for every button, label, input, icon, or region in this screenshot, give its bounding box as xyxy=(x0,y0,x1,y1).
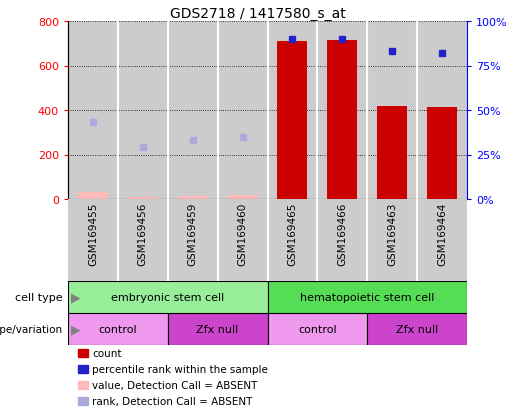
Text: GSM169460: GSM169460 xyxy=(237,202,248,265)
Text: control: control xyxy=(298,324,337,334)
Bar xyxy=(168,22,218,199)
Text: GSM169455: GSM169455 xyxy=(88,202,98,265)
Bar xyxy=(267,313,367,345)
Bar xyxy=(68,281,267,313)
Text: GSM169463: GSM169463 xyxy=(387,202,397,265)
Bar xyxy=(228,195,258,199)
Text: genotype/variation: genotype/variation xyxy=(0,324,63,334)
Bar xyxy=(68,313,168,345)
Bar xyxy=(417,199,467,281)
Bar xyxy=(317,22,367,199)
Bar xyxy=(68,199,118,281)
Bar xyxy=(168,313,267,345)
Bar xyxy=(218,199,267,281)
Text: control: control xyxy=(98,324,137,334)
Text: hematopoietic stem cell: hematopoietic stem cell xyxy=(300,292,435,302)
Bar xyxy=(367,313,467,345)
Text: GSM169464: GSM169464 xyxy=(437,202,447,265)
Bar xyxy=(267,281,467,313)
Text: embryonic stem cell: embryonic stem cell xyxy=(111,292,225,302)
Bar xyxy=(168,199,218,281)
Bar xyxy=(218,22,267,199)
Bar xyxy=(118,199,168,281)
Bar xyxy=(367,199,417,281)
Text: count: count xyxy=(92,348,122,358)
Bar xyxy=(427,107,457,199)
Bar xyxy=(267,199,317,281)
Text: GSM169459: GSM169459 xyxy=(187,202,198,265)
Bar xyxy=(267,22,317,199)
Bar xyxy=(417,22,467,199)
Bar xyxy=(367,22,417,199)
Bar xyxy=(178,196,208,199)
Text: Zfx null: Zfx null xyxy=(197,324,239,334)
Text: GSM169465: GSM169465 xyxy=(287,202,298,265)
Text: value, Detection Call = ABSENT: value, Detection Call = ABSENT xyxy=(92,380,258,390)
Bar xyxy=(317,199,367,281)
Bar xyxy=(68,22,118,199)
Text: GDS2718 / 1417580_s_at: GDS2718 / 1417580_s_at xyxy=(169,7,346,21)
Bar xyxy=(328,41,357,199)
Text: GSM169456: GSM169456 xyxy=(138,202,148,265)
Text: ▶: ▶ xyxy=(71,291,80,304)
Bar xyxy=(377,106,407,199)
Text: cell type: cell type xyxy=(15,292,63,302)
Bar xyxy=(278,42,307,199)
Bar xyxy=(118,22,168,199)
Text: GSM169466: GSM169466 xyxy=(337,202,347,265)
Bar xyxy=(128,198,158,199)
Text: Zfx null: Zfx null xyxy=(396,324,438,334)
Text: rank, Detection Call = ABSENT: rank, Detection Call = ABSENT xyxy=(92,396,253,406)
Text: ▶: ▶ xyxy=(71,323,80,336)
Text: percentile rank within the sample: percentile rank within the sample xyxy=(92,364,268,374)
Bar xyxy=(78,193,108,199)
